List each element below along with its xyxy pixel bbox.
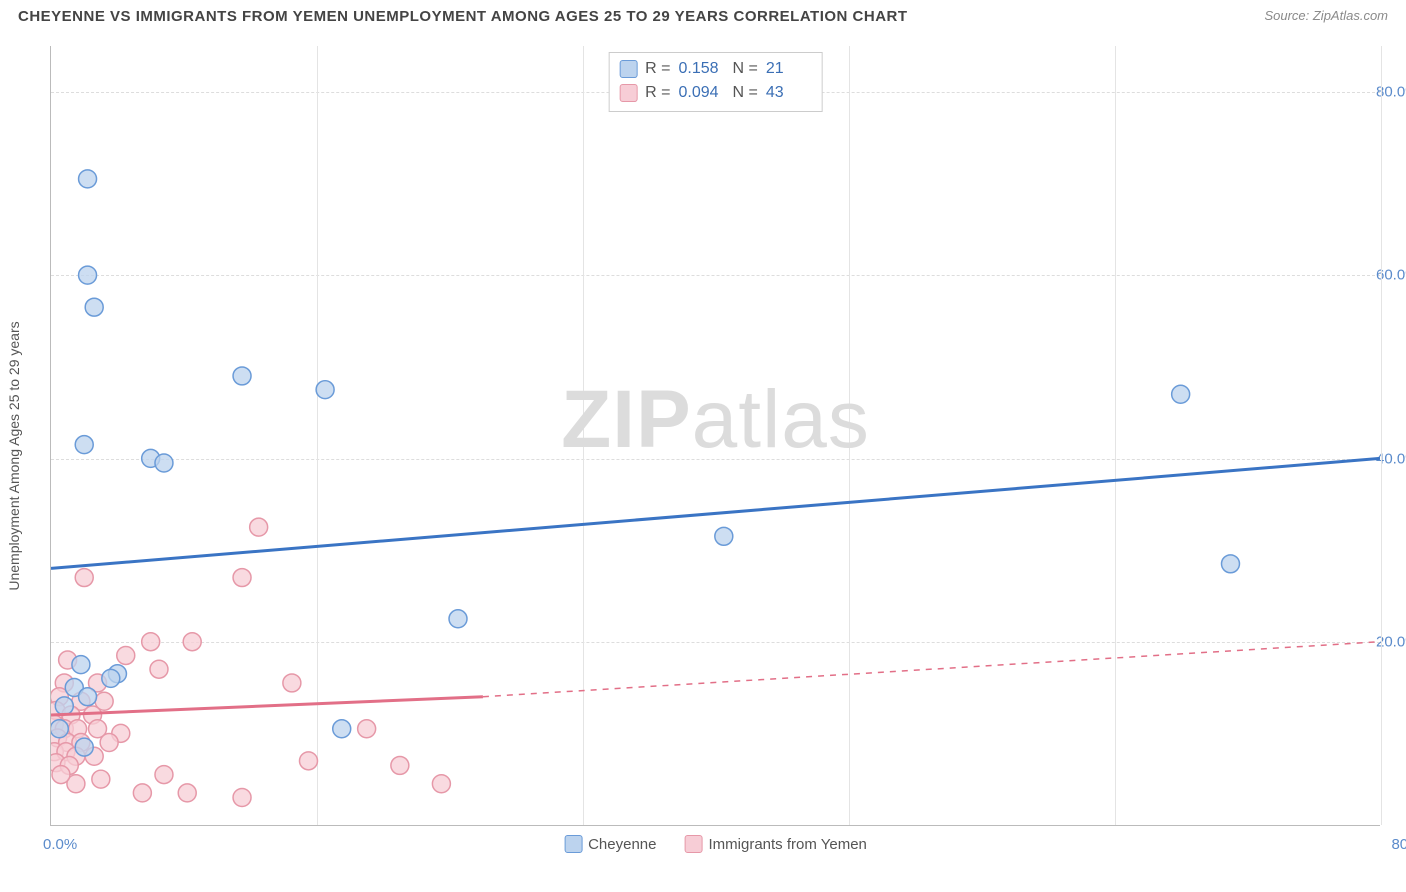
legend-item-yemen: Immigrants from Yemen (684, 835, 866, 853)
gridline-v (1115, 46, 1116, 825)
watermark: ZIPatlas (561, 373, 870, 467)
source-attribution: Source: ZipAtlas.com (1264, 8, 1388, 23)
y-axis-label: Unemployment Among Ages 25 to 29 years (6, 321, 22, 590)
gridline-h (51, 459, 1380, 460)
stats-legend: R = 0.158 N = 21 R = 0.094 N = 43 (608, 52, 823, 112)
stats-row-cheyenne: R = 0.158 N = 21 (619, 57, 812, 81)
x-tick-max: 80.0% (1391, 836, 1406, 853)
n-value-cheyenne: 21 (766, 57, 812, 81)
series-legend: Cheyenne Immigrants from Yemen (564, 835, 867, 853)
gridline-v (849, 46, 850, 825)
r-value-yemen: 0.094 (679, 81, 725, 105)
chart-container: Unemployment Among Ages 25 to 29 years 2… (0, 36, 1406, 892)
legend-label-yemen: Immigrants from Yemen (708, 836, 866, 853)
x-tick-min: 0.0% (43, 836, 77, 853)
legend-label-cheyenne: Cheyenne (588, 836, 656, 853)
r-value-cheyenne: 0.158 (679, 57, 725, 81)
legend-swatch-yemen-icon (684, 835, 702, 853)
plot-area: 20.0%40.0%60.0%80.0% ZIPatlas R = 0.158 … (50, 46, 1380, 826)
gridline-v (317, 46, 318, 825)
scatter-plot (51, 46, 1380, 825)
gridline-v (1381, 46, 1382, 825)
n-value-yemen: 43 (766, 81, 812, 105)
legend-swatch-cheyenne (619, 60, 637, 78)
gridline-h (51, 642, 1380, 643)
legend-swatch-cheyenne-icon (564, 835, 582, 853)
chart-title: CHEYENNE VS IMMIGRANTS FROM YEMEN UNEMPL… (18, 8, 908, 25)
legend-item-cheyenne: Cheyenne (564, 835, 656, 853)
stats-row-yemen: R = 0.094 N = 43 (619, 81, 812, 105)
legend-swatch-yemen (619, 84, 637, 102)
gridline-h (51, 275, 1380, 276)
gridline-v (583, 46, 584, 825)
